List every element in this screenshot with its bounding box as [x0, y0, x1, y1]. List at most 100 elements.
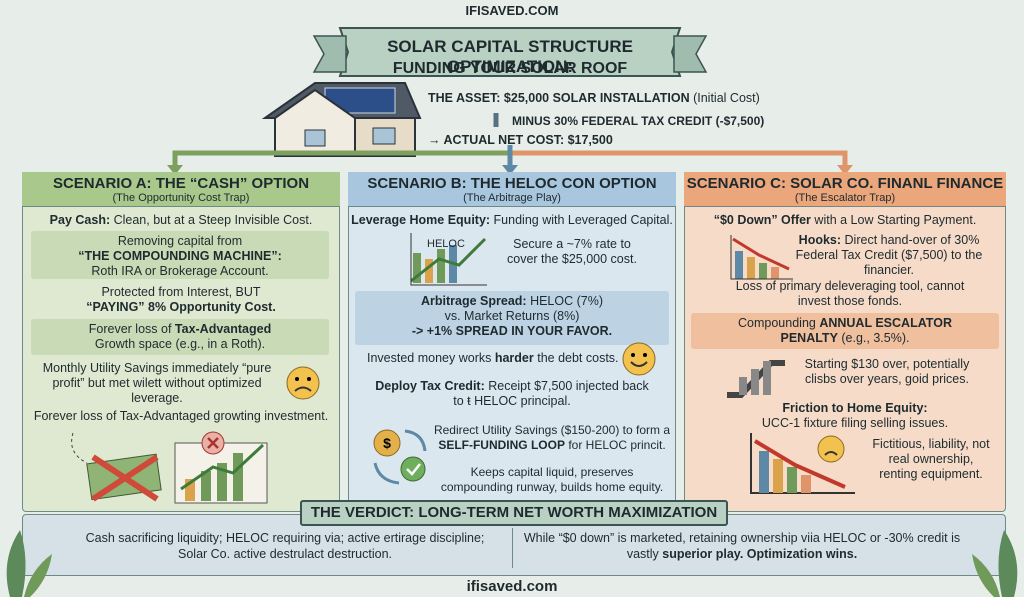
text: Redirect Utility Savings ($150-200) to f… — [433, 423, 671, 437]
asset-credit: MINUS 30% FEDERAL TAX CREDIT (-$7,500) — [512, 114, 765, 128]
shape — [773, 459, 783, 493]
text: Funding with Leveraged Capital. — [490, 213, 673, 227]
asset-line: THE ASSET: $25,000 SOLAR INSTALLATION (I… — [428, 91, 760, 105]
scenario-header: SCENARIO A: THE “CASH” OPTION (The Opport… — [22, 172, 340, 207]
text: Arbitrage Spread: — [421, 294, 527, 308]
footer: ifisaved.com — [466, 578, 558, 595]
shape — [373, 429, 401, 457]
shape — [801, 475, 811, 493]
shape — [24, 554, 52, 597]
shape — [312, 35, 347, 73]
shape: Loss of primary deleveraging tool, canno… — [725, 279, 975, 309]
verdict-right: While “$0 down” is marketed, retaining o… — [522, 530, 962, 562]
text: Secure a ~7% rate to cover the $25,000 c… — [507, 237, 637, 266]
text: -> +1% SPREAD IN YOUR FAVOR. — [411, 324, 613, 338]
text: (e.g., 3.5%). — [837, 331, 910, 345]
shape — [630, 361, 648, 367]
shape — [502, 165, 518, 175]
shape — [201, 471, 211, 501]
shape — [294, 386, 312, 392]
text: Invested money works — [367, 351, 495, 365]
shape: Starting $130 over, potentially clisbs o… — [789, 357, 985, 387]
text: SCENARIO C: SOLAR CO. FINANL FINANCE — [686, 175, 1004, 192]
title-line1: SOLAR CAPITAL STRUCTURE OPTIMIZATION: — [387, 37, 633, 76]
text: Growth space (e.g., in a Roth). — [94, 337, 266, 351]
shape — [286, 366, 320, 400]
text: SELF-FUNDING LOOP — [438, 438, 565, 452]
text: Friction to Home Equity: — [782, 401, 928, 415]
site-top: IFISAVED.COM — [465, 3, 559, 18]
shape — [304, 129, 326, 147]
highlight-box — [31, 231, 329, 279]
happy-face — [622, 342, 656, 376]
shape — [673, 35, 708, 73]
shape — [167, 165, 183, 175]
branch-arrows — [167, 113, 853, 175]
text: While “$0 down” is marketed, retaining o… — [523, 531, 961, 561]
verdict-left: Cash sacrificing liquidity; HELOC requir… — [85, 531, 485, 561]
shape — [998, 530, 1018, 597]
text: Tax-Advantaged — [174, 322, 272, 336]
text: SCENARIO A: THE “CASH” OPTION — [52, 175, 310, 192]
shape — [510, 150, 848, 167]
shape — [172, 150, 510, 167]
shape — [185, 479, 195, 501]
scenario-header: SCENARIO B: THE HELOC CON OPTION (The Arb… — [348, 172, 676, 207]
text: Direct hand-over of 30% Federal Tax Cred… — [795, 233, 983, 277]
text: Fictitious, liability, not real ownershi… — [872, 437, 990, 481]
shape — [207, 437, 219, 449]
shape: Keeps capital liquid, preserves compound… — [433, 465, 671, 495]
shape — [413, 253, 421, 283]
shape — [751, 369, 759, 395]
shape: Protected from Interest, BUT “PAYING” 8% … — [23, 285, 339, 315]
ribbon — [312, 27, 708, 77]
shape: Arbitrage Spread: HELOC (7%) vs. Market R… — [355, 294, 669, 339]
shape — [437, 249, 445, 283]
shape — [372, 127, 396, 145]
text: Starting $130 over, potentially clisbs o… — [804, 357, 970, 386]
verdict-divider — [512, 528, 513, 568]
text: Removing capital from — [117, 234, 243, 248]
text: Forever loss of Tax-Advantaged growting … — [33, 409, 329, 423]
shape: Monthly Utility Savings immediately “pur… — [37, 361, 277, 406]
shape — [180, 443, 265, 491]
shape — [817, 435, 845, 463]
highlight-box — [691, 313, 999, 349]
shape — [732, 237, 790, 271]
text: Clean, but at a Steep Invisible Cost. — [110, 213, 313, 227]
text: with a Low Starting Payment. — [810, 213, 977, 227]
shape — [824, 451, 838, 456]
loop-icon: $ — [373, 429, 427, 485]
shape: Forever loss of Tax-Advantaged Growth spa… — [31, 322, 329, 352]
shape — [787, 467, 797, 493]
shape: Redirect Utility Savings ($150-200) to f… — [433, 423, 671, 453]
text: Monthly Utility Savings immediately “pur… — [42, 361, 272, 405]
verdict-title: THE VERDICT: LONG-TERM NET WORTH MAXIMIZ… — [300, 500, 728, 526]
text: “PAYING” 8% Opportunity Cost. — [86, 300, 276, 314]
text: Protected from Interest, BUT — [101, 285, 261, 299]
shape — [972, 554, 1000, 597]
scenario-c: SCENARIO C: SOLAR CO. FINANL FINANCE (The… — [684, 172, 1006, 512]
text: HELOC (7%) — [526, 294, 603, 308]
shape: Deploy Tax Credit: Receipt $7,500 inject… — [369, 379, 655, 409]
text: Forever loss of — [88, 322, 175, 336]
shape — [622, 342, 656, 376]
leaf-left — [6, 530, 52, 597]
title-line2: FUNDING YOUR SOLAR ROOF — [392, 60, 628, 77]
text: Hooks: — [798, 233, 842, 247]
shape — [763, 361, 771, 395]
text: UCC-1 fixture filing selling issues. — [761, 416, 949, 430]
shape — [837, 165, 853, 175]
shape — [404, 429, 427, 452]
shape — [295, 377, 299, 381]
crash-chart-icon — [750, 433, 855, 494]
text: THE ASSET: $25,000 SOLAR INSTALLATION — [428, 91, 690, 105]
text: (The Escalator Trap) — [794, 192, 896, 204]
text: “THE COMPOUNDING MACHINE”: — [78, 249, 282, 263]
text: SCENARIO B: THE HELOC CON OPTION — [367, 175, 657, 192]
text: Roth IRA or Brokerage Account. — [91, 264, 269, 278]
text: harder — [494, 351, 534, 365]
shape: Friction to Home Equity: UCC-1 fixture fi… — [735, 401, 975, 431]
text: (The Opportunity Cost Trap) — [112, 192, 250, 204]
